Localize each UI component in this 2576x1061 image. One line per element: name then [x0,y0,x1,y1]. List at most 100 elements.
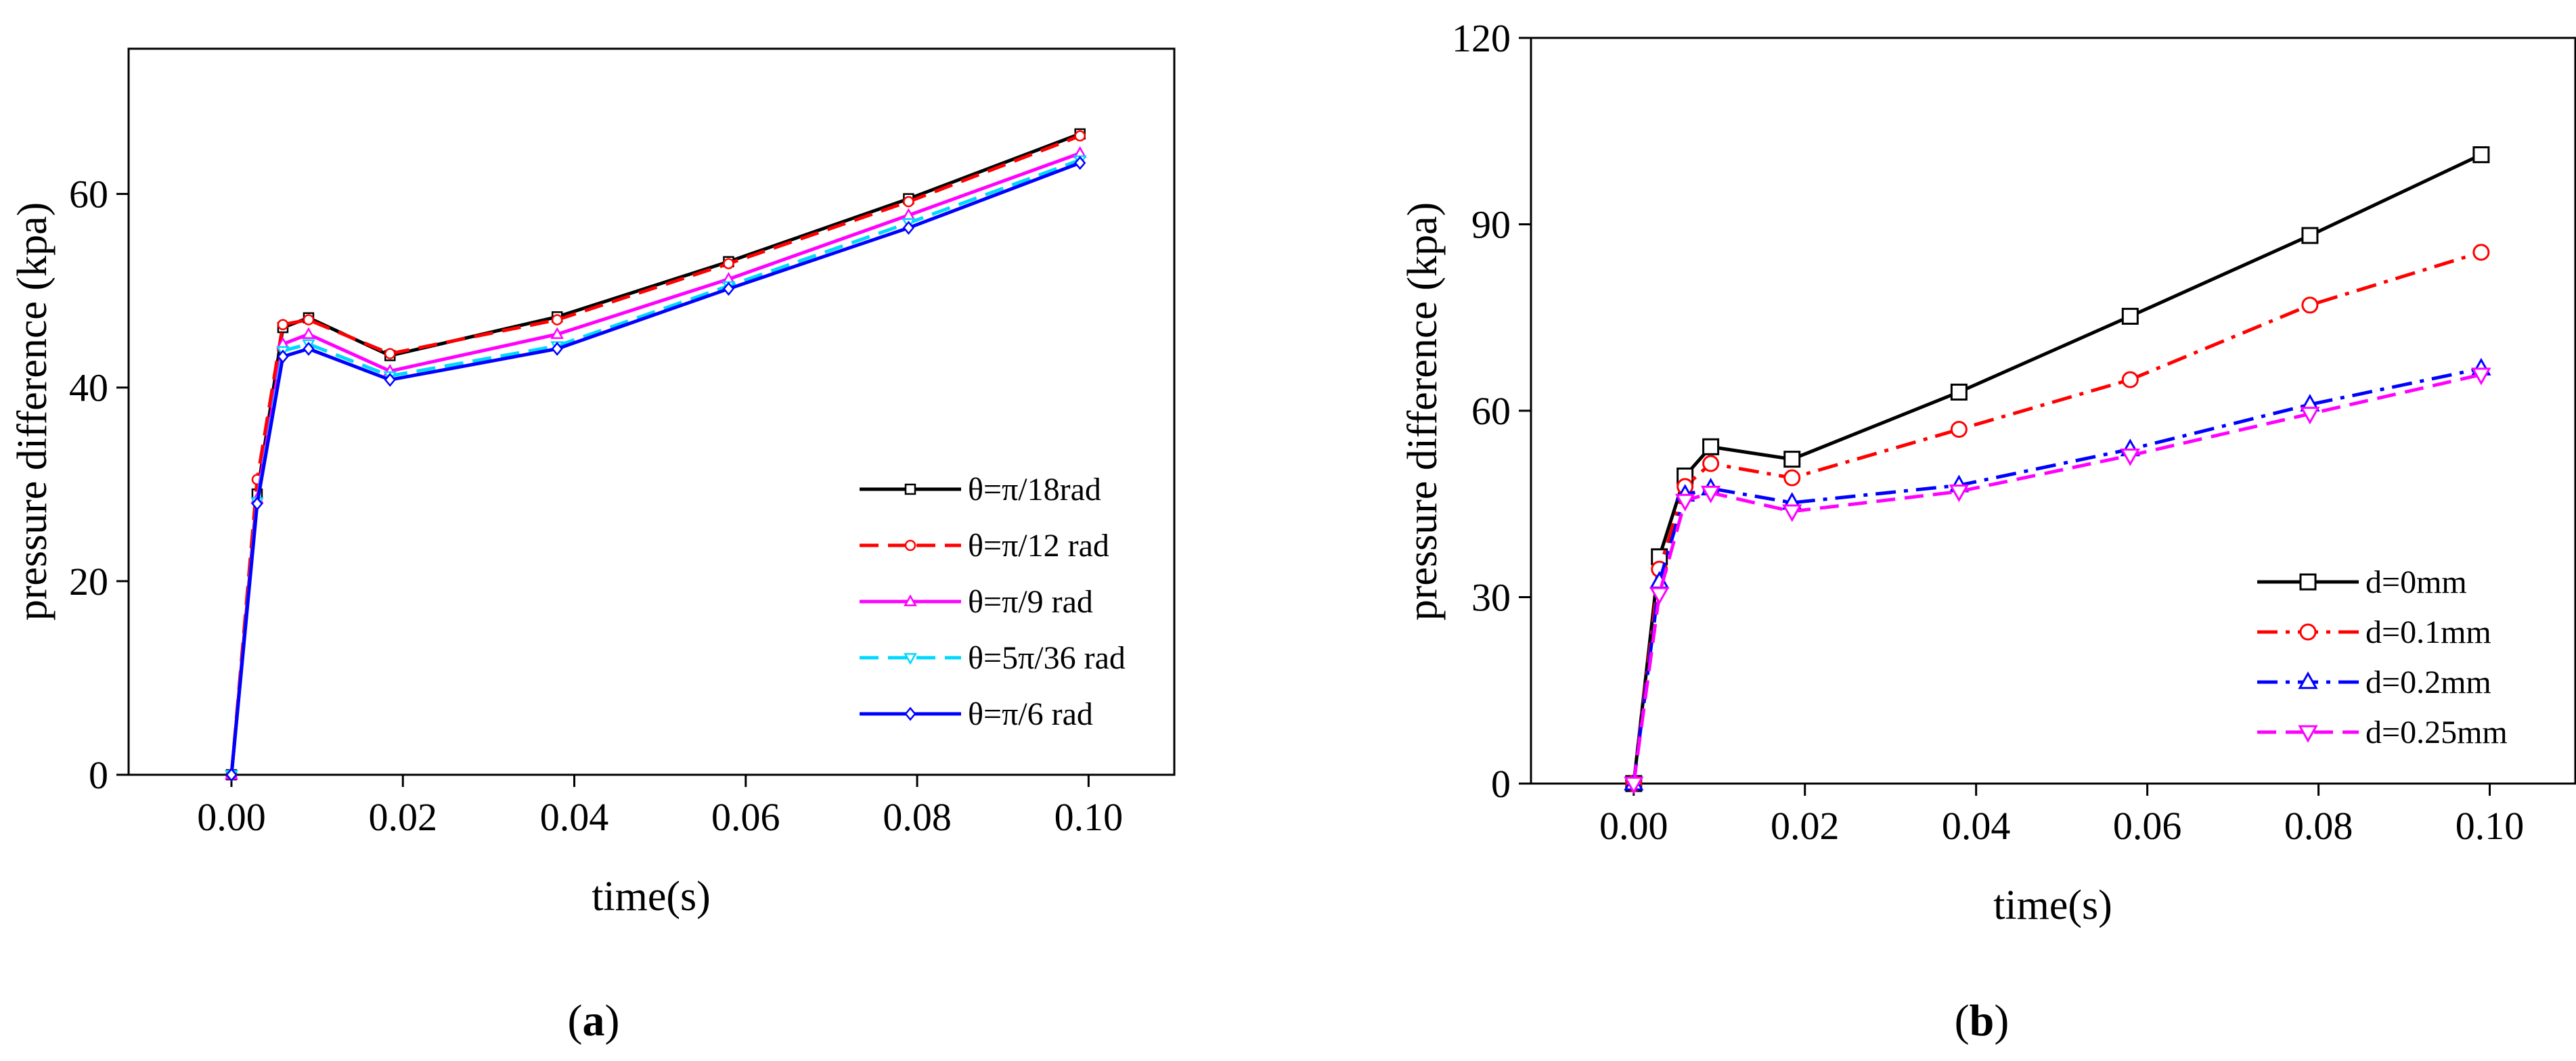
legend-label: θ=π/9 rad [968,584,1093,620]
legend-label: θ=π/6 rad [968,696,1093,732]
data-point [1783,469,1801,487]
data-point [2121,307,2139,325]
series-line [229,134,1081,775]
series-line [229,132,1081,775]
data-point [2471,367,2491,386]
data-point [277,319,289,330]
legend-entry: θ=π/6 rad [860,696,1093,732]
legend: d=0mm d=0.1mm d=0.2mm d=0.25mm [2257,564,2508,750]
data-point [1702,455,1720,472]
panel-label-letter: a [583,996,605,1045]
panel-label: (a) [568,996,620,1045]
data-point [384,348,396,359]
panel-label: (b) [1955,996,2009,1045]
x-axis: 0.00 0.02 0.04 0.06 0.08 0.10 [1599,784,2524,848]
series-4 [1624,367,2491,794]
x-tick-label: 0.06 [2113,804,2182,848]
data-point [277,349,289,364]
data-point [2300,407,2320,425]
y-axis: 0 20 40 60 [69,173,129,797]
x-tick-label: 0.04 [1942,804,2011,848]
data-point [1783,451,1801,468]
series-line [229,152,1081,775]
series-line [1632,373,2482,784]
plot-frame [127,47,1176,776]
panel-label-close: ) [605,996,620,1045]
y-tick-label: 60 [69,173,108,217]
series-line [229,161,1081,775]
x-axis-title: time(s) [1993,882,2112,928]
panel-label-close: ) [1994,996,2009,1045]
x-tick-label: 0.08 [2284,804,2353,848]
legend-label: d=0.2mm [2366,664,2491,700]
x-axis-title: time(s) [592,874,711,920]
x-tick-label: 0.10 [1054,795,1124,839]
data-point [1649,587,1670,605]
y-axis: 0 30 60 90 120 [1452,16,1531,806]
legend-entry: θ=π/18rad [860,472,1101,507]
legend-label: d=0.1mm [2366,614,2491,650]
series-layer [225,128,1087,782]
y-tick-label: 90 [1471,203,1511,247]
data-point [2301,227,2319,244]
legend-entry: d=0.2mm [2257,664,2491,700]
legend-marker [904,653,917,665]
y-axis-title: pressure difference (kpa) [1400,202,1446,621]
data-point [2472,244,2490,261]
y-tick-label: 40 [69,366,108,410]
data-point [903,196,914,208]
data-point [550,327,564,339]
series-line [1632,250,2482,784]
x-tick-label: 0.06 [711,795,780,839]
y-axis-title: pressure difference (kpa) [9,202,55,621]
data-point [1700,485,1721,503]
x-tick-label: 0.04 [540,795,609,839]
y-tick-label: 60 [1471,389,1511,433]
legend: θ=π/18rad θ=π/12 rad θ=π/9 rad θ=5π/36 rad θ… [860,472,1126,732]
panel-label-letter: b [1970,996,1995,1045]
x-tick-label: 0.00 [1599,804,1668,848]
data-point [1074,156,1086,171]
legend-label: d=0.25mm [2366,715,2508,750]
data-point [1950,383,1968,401]
series-4 [225,155,1087,782]
data-point [551,342,563,356]
panel-label-open: ( [1955,996,1970,1045]
chart-panel-a: 0.00 0.02 0.04 0.06 0.08 0.10 0 20 40 60 time(s)… [9,47,1176,1045]
legend-marker [904,706,916,721]
chart-panel-b: 0.00 0.02 0.04 0.06 0.08 0.10 0 30 60 90 120 time… [1400,16,2576,1045]
y-tick-label: 30 [1471,576,1511,620]
panel-label-open: ( [568,996,583,1045]
legend-entry: θ=π/9 rad [860,584,1093,620]
legend-label: θ=5π/36 rad [968,640,1126,676]
data-point [302,327,315,339]
series-1 [225,128,1086,781]
data-point [251,497,263,511]
data-point [1782,504,1802,522]
data-point [303,342,315,356]
data-point [2301,296,2319,314]
y-tick-label: 0 [89,753,108,797]
data-point [2121,371,2139,388]
legend-entry: d=0.1mm [2257,614,2491,650]
series-line [229,158,1081,775]
y-tick-label: 20 [69,560,108,604]
data-point [551,314,563,325]
legend-label: θ=π/12 rad [968,528,1109,564]
x-tick-label: 0.08 [883,795,952,839]
legend-label: d=0mm [2366,564,2467,600]
x-axis: 0.00 0.02 0.04 0.06 0.08 0.10 [197,775,1123,839]
legend-label: θ=π/18rad [968,472,1101,507]
series-3 [225,145,1087,780]
data-point [384,372,396,387]
series-5 [225,156,1086,782]
x-tick-label: 0.02 [368,795,437,839]
legend-entry: d=0mm [2257,564,2467,600]
data-point [902,221,915,235]
data-point [2472,146,2490,164]
legend-entry: θ=π/12 rad [860,528,1109,564]
data-point [1950,421,1968,438]
series-line [1632,367,2482,784]
legend-marker [2298,671,2318,690]
data-point [1702,438,1720,455]
